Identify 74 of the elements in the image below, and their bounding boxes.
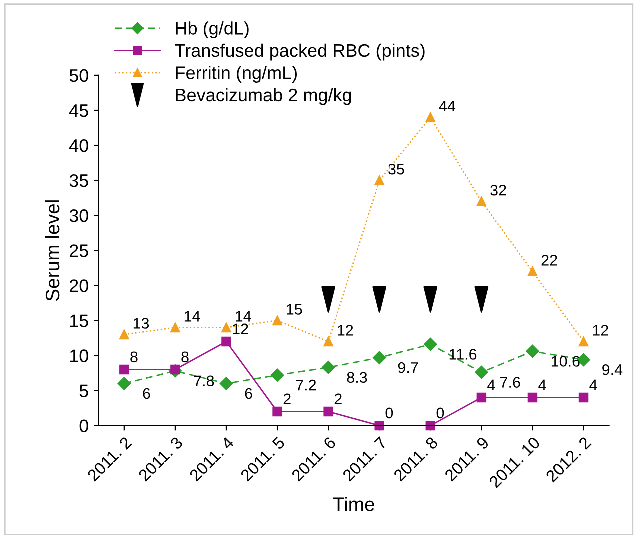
data-label: 8.3	[347, 372, 368, 384]
data-label: 12	[233, 324, 248, 334]
point	[322, 361, 336, 374]
data-label: 4	[538, 380, 546, 390]
point	[220, 377, 234, 390]
point	[272, 406, 282, 417]
data-label: 0	[436, 408, 444, 419]
data-label: 15	[287, 304, 302, 315]
point	[528, 392, 538, 403]
y-tick-label: 50	[70, 69, 88, 82]
x-axis-title: Time	[333, 497, 374, 512]
data-label: 22	[542, 255, 558, 266]
y-tick-label: 40	[70, 139, 88, 152]
point	[426, 112, 436, 122]
point	[222, 336, 232, 347]
data-label: 14	[236, 311, 252, 322]
data-label: 9.7	[398, 362, 418, 374]
point	[373, 351, 386, 364]
legend-label: Ferritin (ng/mL)	[176, 66, 298, 83]
point	[578, 336, 589, 347]
data-label: 8	[182, 352, 189, 363]
data-label: 0	[386, 408, 394, 419]
y-tick-label: 5	[80, 384, 88, 398]
data-label: 8	[130, 352, 138, 363]
data-label: 12	[593, 325, 608, 336]
data-label: 7.8	[194, 376, 214, 387]
legend-label: Hb (g/dL)	[176, 22, 249, 38]
data-label: 7.2	[296, 380, 316, 391]
point	[578, 392, 589, 403]
y-tick-label: 30	[70, 210, 88, 222]
point	[526, 344, 540, 358]
y-tick-label: 15	[70, 314, 88, 328]
point	[272, 316, 282, 326]
data-label: 14	[184, 311, 200, 322]
data-label: 7.6	[500, 377, 520, 388]
point	[426, 420, 436, 431]
legend-label: Transfused packed RBC (pints)	[175, 44, 425, 61]
point	[118, 377, 131, 390]
data-label: 9.4	[602, 364, 623, 376]
point	[374, 176, 384, 186]
y-tick-label: 45	[70, 104, 88, 118]
data-label: 13	[134, 318, 150, 329]
data-label: 4	[488, 380, 496, 390]
data-label: 4	[590, 380, 598, 390]
point	[270, 368, 284, 382]
y-tick-label: 35	[70, 174, 88, 188]
point	[170, 322, 180, 333]
point	[476, 392, 487, 403]
point	[528, 266, 538, 277]
data-label: 12	[338, 325, 354, 336]
point	[120, 330, 130, 340]
y-tick-label: 20	[70, 280, 88, 292]
legend-label: Bevacizumab 2 mg/kg	[176, 88, 352, 106]
point	[374, 420, 384, 431]
point	[120, 364, 130, 375]
data-label: 6	[245, 388, 252, 400]
data-label: 10.6	[552, 356, 580, 367]
y-tick-label: 25	[70, 244, 88, 258]
data-label: 11.6	[450, 349, 477, 360]
point	[324, 406, 334, 417]
point	[475, 366, 488, 380]
point	[476, 196, 487, 206]
y-tick-label: 0	[80, 420, 88, 433]
point	[424, 338, 438, 352]
data-label: 2	[284, 394, 291, 404]
data-label: 32	[490, 184, 506, 196]
y-axis-title: Serum level	[45, 200, 60, 302]
point	[324, 336, 334, 347]
data-label: 35	[388, 164, 404, 175]
y-tick-label: 10	[70, 350, 88, 362]
data-label: 6	[143, 388, 150, 400]
point	[222, 322, 232, 333]
data-label: 44	[439, 101, 456, 112]
data-label: 2	[334, 394, 342, 404]
